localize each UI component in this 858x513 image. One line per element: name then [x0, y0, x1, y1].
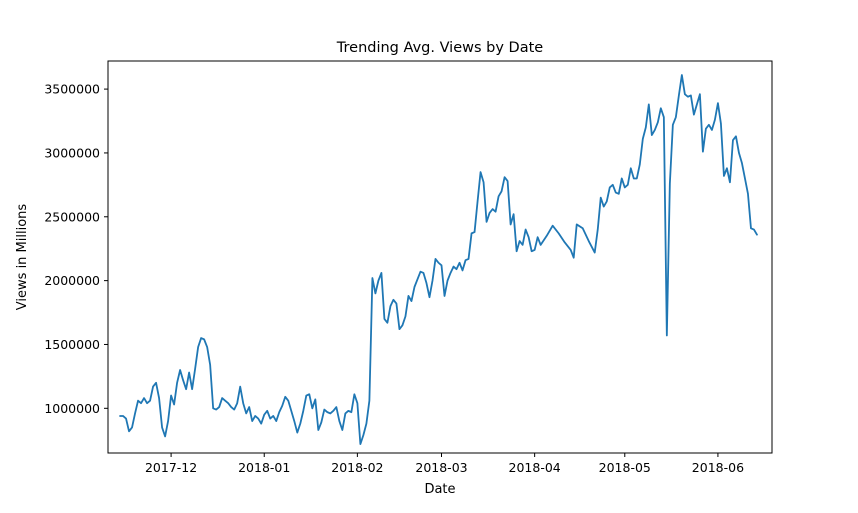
- plot-area-frame: [107, 60, 773, 454]
- y-axis-label: Views in Millions: [15, 204, 30, 311]
- x-tick-label: 2018-01: [238, 460, 290, 475]
- x-tick-label: 2018-03: [415, 460, 467, 475]
- series-line-avg-views: [119, 74, 758, 445]
- chart-title: Trending Avg. Views by Date: [336, 40, 543, 56]
- y-tick-label: 2000000: [44, 273, 100, 288]
- y-tick-label: 3500000: [44, 82, 100, 97]
- x-tick-label: 2018-05: [599, 460, 651, 475]
- y-tick-label: 1000000: [44, 401, 100, 416]
- x-tick-label: 2018-04: [509, 460, 561, 475]
- x-axis-label: Date: [424, 482, 455, 497]
- x-tick-label: 2018-06: [692, 460, 744, 475]
- x-tick-label: 2017-12: [145, 460, 197, 475]
- x-axis-ticks: 2017-12 2018-01 2018-02 2018-03 2018-04 2018-…: [145, 453, 744, 475]
- x-tick-label: 2018-02: [331, 460, 383, 475]
- y-tick-label: 2500000: [44, 209, 100, 224]
- y-tick-label: 1500000: [44, 337, 100, 352]
- y-tick-label: 3000000: [44, 145, 100, 160]
- y-axis-ticks: 1000000 1500000 2000000 2500000 3000000 35000…: [44, 82, 108, 416]
